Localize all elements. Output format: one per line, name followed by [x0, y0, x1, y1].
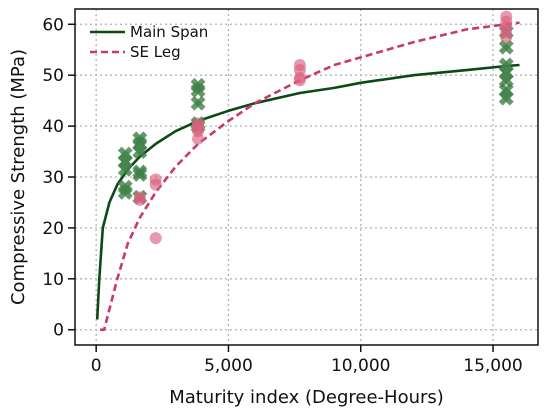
y-tick-label: 0 [53, 321, 64, 341]
fit-line-main-span [95, 63, 520, 320]
data-point-main-span [117, 161, 133, 177]
point-stroke [190, 95, 206, 111]
data-point-se-leg [192, 132, 205, 145]
data-point-se-leg [500, 31, 513, 43]
data-point-main-span [132, 167, 148, 182]
y-tick-label: 10 [42, 270, 64, 290]
data-point-se-leg [149, 232, 162, 245]
x-tick-label: 5,000 [204, 356, 253, 376]
y-tick-label: 60 [42, 15, 64, 35]
legend-label-main-span: Main Span [130, 23, 208, 41]
fit-line-se-leg [100, 21, 520, 331]
data-point-se-leg [293, 74, 306, 87]
x-tick-label: 15,000 [463, 356, 522, 376]
point-stroke [117, 161, 133, 177]
legend: Main Span SE Leg [90, 23, 208, 61]
y-tick-label: 40 [42, 117, 64, 137]
point-stroke [498, 90, 514, 106]
y-tick-label: 20 [42, 219, 64, 239]
data-point-main-span [190, 95, 206, 111]
point-stroke [117, 184, 133, 200]
point-stroke [190, 83, 206, 98]
point-stroke [498, 39, 514, 55]
data-point-main-span [498, 39, 514, 55]
x-tick-label: 10,000 [331, 356, 390, 376]
data-point-main-span [132, 144, 148, 159]
grid [75, 9, 538, 345]
data-point-se-leg [133, 193, 146, 206]
point-stroke [132, 144, 148, 159]
axis-ticks: 0 5,000 10,000 15,000 0 10 20 30 40 50 60 [42, 15, 522, 376]
data-point-main-span [498, 90, 514, 106]
x-tick-label: 0 [91, 356, 102, 376]
data-point-main-span [190, 83, 206, 98]
legend-label-se-leg: SE Leg [130, 43, 181, 61]
data-point-main-span [117, 184, 133, 200]
y-axis-label: Compressive Strength (MPa) [8, 49, 29, 305]
data-points [117, 10, 514, 245]
x-axis-label: Maturity index (Degree-Hours) [169, 387, 444, 408]
point-stroke [132, 167, 148, 182]
data-point-se-leg [149, 178, 162, 191]
y-tick-label: 30 [42, 168, 64, 188]
y-tick-label: 50 [42, 66, 64, 86]
